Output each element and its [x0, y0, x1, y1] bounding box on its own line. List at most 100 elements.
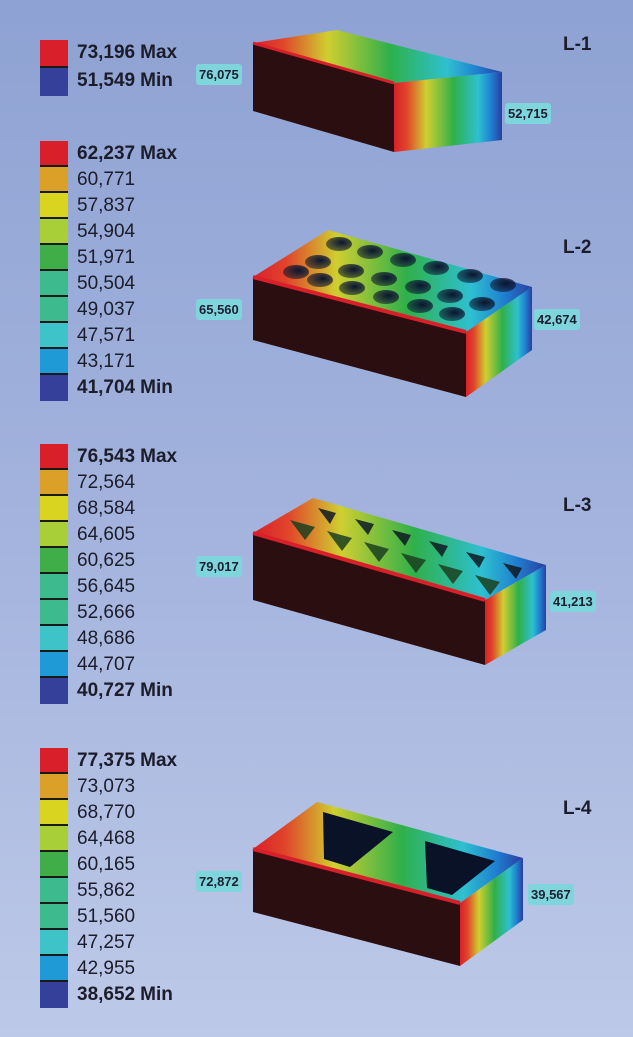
legend-value: 42,955: [77, 957, 135, 981]
brick-label-l3: L-3: [563, 495, 592, 516]
brick-l2: [252, 230, 532, 397]
legend-swatch: [40, 496, 68, 522]
legend-value-text: 54,904: [77, 221, 136, 242]
probe-l2-right: 42,674: [534, 309, 580, 330]
legend-value: 73,073: [77, 775, 135, 799]
legend-suffix: Max: [140, 446, 178, 467]
legend-swatch: [40, 826, 68, 852]
legend-value-text: 50,504: [77, 273, 136, 294]
brick-label-l4: L-4: [563, 798, 592, 819]
legend-value-text: 73,073: [77, 776, 136, 797]
legend-suffix: Max: [140, 750, 178, 771]
legend-swatch: [40, 774, 68, 800]
legend-value-text: 38,652: [77, 984, 136, 1005]
legend-value: 68,770: [77, 801, 135, 825]
legend-value-text: 47,571: [77, 325, 136, 346]
probe-l1-left: 76,075: [196, 64, 242, 85]
legend-swatch: [40, 375, 68, 401]
legend-value: 64,605: [77, 523, 135, 547]
legend-value: 51,971: [77, 246, 135, 270]
probe-l4-left: 72,872: [196, 871, 242, 892]
legend-value-text: 64,605: [77, 524, 136, 545]
legend-swatch: [40, 904, 68, 930]
legend-value: 41,704 Min: [77, 376, 173, 400]
brick-side-face: [460, 858, 523, 966]
legend-value: 43,171: [77, 350, 135, 374]
legend-value-text: 73,196: [77, 42, 136, 63]
legend-value-text: 64,468: [77, 828, 136, 849]
legend-value-text: 41,704: [77, 377, 136, 398]
legend-value-text: 48,686: [77, 628, 136, 649]
legend-value-text: 44,707: [77, 654, 136, 675]
legend-suffix: Max: [140, 42, 178, 63]
legend-value: 72,564: [77, 471, 135, 495]
legend-value-text: 40,727: [77, 680, 136, 701]
probe-l4-right: 39,567: [528, 884, 574, 905]
legend-value-text: 60,771: [77, 169, 136, 190]
brick-l3: [252, 498, 546, 665]
legend-suffix: Min: [140, 680, 173, 701]
legend-swatch: [40, 167, 68, 193]
legend-value-text: 51,971: [77, 247, 136, 268]
legend-value: 77,375 Max: [77, 749, 177, 773]
brick-front-face: [253, 43, 394, 152]
legend-swatch: [40, 678, 68, 704]
legend-swatch: [40, 652, 68, 678]
legend-value-text: 51,560: [77, 906, 136, 927]
brick-holes: [283, 237, 516, 321]
legend-swatch: [40, 193, 68, 219]
legend-value: 48,686: [77, 627, 135, 651]
legend-value: 60,771: [77, 168, 135, 192]
legend-value: 38,652 Min: [77, 983, 173, 1007]
legend-value: 52,666: [77, 601, 135, 625]
legend-value-text: 52,666: [77, 602, 136, 623]
brick-cells: [290, 508, 522, 595]
legend-value-text: 42,955: [77, 958, 136, 979]
legend-value-text: 55,862: [77, 880, 136, 901]
legend-value-text: 57,837: [77, 195, 136, 216]
legend-value-text: 49,037: [77, 299, 136, 320]
brick-side-face: [394, 72, 502, 152]
legend-value-text: 47,257: [77, 932, 136, 953]
legend-value-text: 60,625: [77, 550, 136, 571]
legend-value-text: 76,543: [77, 446, 136, 467]
legend-value-text: 43,171: [77, 351, 136, 372]
legend-swatch: [40, 548, 68, 574]
legend-value: 68,584: [77, 497, 135, 521]
legend-swatch: [40, 470, 68, 496]
brick-side-face: [466, 287, 532, 397]
legend-value-text: 68,584: [77, 498, 136, 519]
legend-swatch: [40, 800, 68, 826]
legend-value: 56,645: [77, 575, 135, 599]
legend-swatch: [40, 982, 68, 1008]
legend-value: 55,862: [77, 879, 135, 903]
legend-swatch: [40, 930, 68, 956]
legend-value: 51,549 Min: [77, 69, 173, 93]
legend-swatch: [40, 219, 68, 245]
brick-label-l2: L-2: [563, 237, 592, 258]
brick-front-face: [253, 277, 466, 397]
brick-label-l1: L-1: [563, 34, 592, 55]
legend-swatch: [40, 956, 68, 982]
legend-swatch: [40, 349, 68, 375]
legend-value: 64,468: [77, 827, 135, 851]
brick-l1: [252, 30, 502, 152]
brick-l4: [252, 802, 523, 966]
legend-swatch: [40, 245, 68, 271]
legend-value: 57,837: [77, 194, 135, 218]
brick-front-face: [253, 533, 485, 665]
legend-value: 76,543 Max: [77, 445, 177, 469]
legend-value: 54,904: [77, 220, 135, 244]
legend-suffix: Min: [140, 70, 173, 91]
legend-swatch: [40, 444, 68, 470]
legend-value-text: 77,375: [77, 750, 136, 771]
legend-swatch: [40, 141, 68, 167]
legend-suffix: Max: [140, 143, 178, 164]
legend-value: 47,571: [77, 324, 135, 348]
legend-value: 73,196 Max: [77, 41, 177, 65]
legend-value-text: 62,237: [77, 143, 136, 164]
legend-value: 47,257: [77, 931, 135, 955]
legend-suffix: Min: [140, 984, 173, 1005]
legend-value: 62,237 Max: [77, 142, 177, 166]
